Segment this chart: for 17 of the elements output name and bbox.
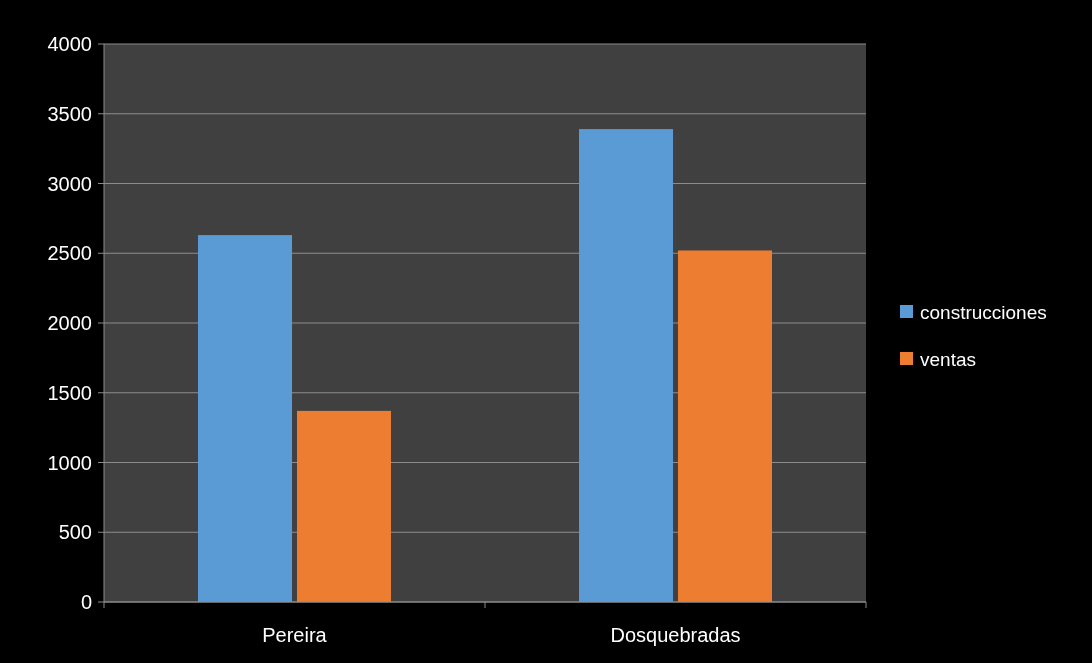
y-tick-label: 1500 bbox=[47, 381, 92, 404]
legend-label: ventas bbox=[920, 348, 976, 370]
y-tick-label: 2000 bbox=[47, 312, 92, 334]
y-tick-label: 4000 bbox=[47, 33, 92, 55]
y-tick-label: 1000 bbox=[47, 451, 92, 474]
bar bbox=[296, 410, 391, 602]
y-tick-label: 3000 bbox=[47, 172, 92, 195]
y-tick-label: 500 bbox=[58, 521, 92, 544]
bar bbox=[198, 235, 293, 602]
y-tick-label: 2500 bbox=[47, 242, 92, 265]
y-tick-label: 3500 bbox=[47, 102, 92, 125]
x-tick-label: Pereira bbox=[262, 624, 328, 646]
y-tick-label: 0 bbox=[80, 591, 92, 613]
legend-label: construcciones bbox=[920, 301, 1047, 323]
bar bbox=[579, 129, 674, 602]
bar bbox=[677, 250, 772, 602]
x-tick-label: Dosquebradas bbox=[610, 624, 741, 646]
